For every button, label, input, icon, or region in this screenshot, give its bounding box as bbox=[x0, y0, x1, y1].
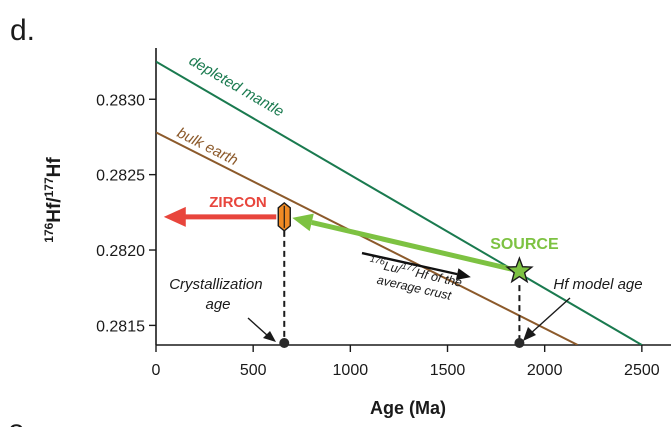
y-axis-title-base1: Hf/ bbox=[44, 197, 65, 223]
zircon-arrowhead bbox=[163, 206, 186, 227]
x-tick-label: 500 bbox=[240, 362, 267, 379]
x-tick-label: 2000 bbox=[527, 362, 563, 379]
model-age-point bbox=[514, 338, 525, 348]
crystallization-pointer bbox=[247, 317, 269, 337]
source-label: SOURCE bbox=[490, 236, 559, 253]
hf-model-age-pointer-head bbox=[523, 327, 536, 341]
hf-model-age-pointer bbox=[529, 297, 571, 335]
crust-lu-hf-label: 176Lu/177Hf of the average crust bbox=[365, 254, 468, 306]
crust-label-mid1: Lu/ bbox=[383, 259, 404, 277]
crystallization-pointer-head bbox=[263, 331, 276, 342]
crystallization-age-point bbox=[279, 338, 290, 348]
depleted-mantle-label: depleted mantle bbox=[186, 52, 287, 120]
next-panel-label-fragment: e bbox=[8, 414, 25, 427]
crust-label-sup2: 177 bbox=[401, 261, 419, 274]
y-axis-ticks: 0.2815 0.2820 0.2825 0.2830 bbox=[96, 92, 156, 335]
x-axis-title: Age (Ma) bbox=[370, 398, 446, 418]
x-tick-label: 2500 bbox=[624, 362, 660, 379]
y-axis-title-base2: Hf bbox=[44, 157, 65, 178]
source-to-zircon-arrow bbox=[311, 219, 512, 272]
x-tick-label: 1500 bbox=[430, 362, 466, 379]
crystallization-age-label: Crystallization age bbox=[169, 276, 267, 313]
y-tick-label: 0.2815 bbox=[96, 318, 145, 335]
zircon-label: ZIRCON bbox=[209, 194, 267, 211]
x-axis-ticks: 0 500 1000 1500 2000 2500 bbox=[152, 345, 660, 379]
source-to-zircon-arrowhead bbox=[292, 213, 314, 232]
crystallization-line1: Crystallization bbox=[169, 276, 262, 293]
crust-evolution-arrow bbox=[361, 251, 458, 276]
bulk-earth-line bbox=[156, 131, 579, 345]
y-tick-label: 0.2825 bbox=[96, 168, 145, 185]
y-tick-label: 0.2830 bbox=[96, 92, 145, 109]
crystallization-line2: age bbox=[205, 296, 230, 313]
crust-evolution-arrowhead bbox=[455, 268, 471, 280]
y-axis-title: 176Hf/177Hf bbox=[42, 157, 65, 243]
x-tick-label: 1000 bbox=[333, 362, 369, 379]
y-axis-title-sup2: 177 bbox=[42, 177, 56, 197]
y-tick-label: 0.2820 bbox=[96, 243, 145, 260]
x-tick-label: 0 bbox=[152, 362, 161, 379]
hf-model-age-label: Hf model age bbox=[553, 276, 642, 293]
y-axis-title-sup1: 176 bbox=[42, 222, 56, 242]
crust-label-sup1: 176 bbox=[369, 254, 386, 267]
panel-label: d. bbox=[10, 14, 35, 47]
source-star-icon bbox=[505, 256, 534, 284]
depleted-mantle-line bbox=[156, 60, 643, 345]
